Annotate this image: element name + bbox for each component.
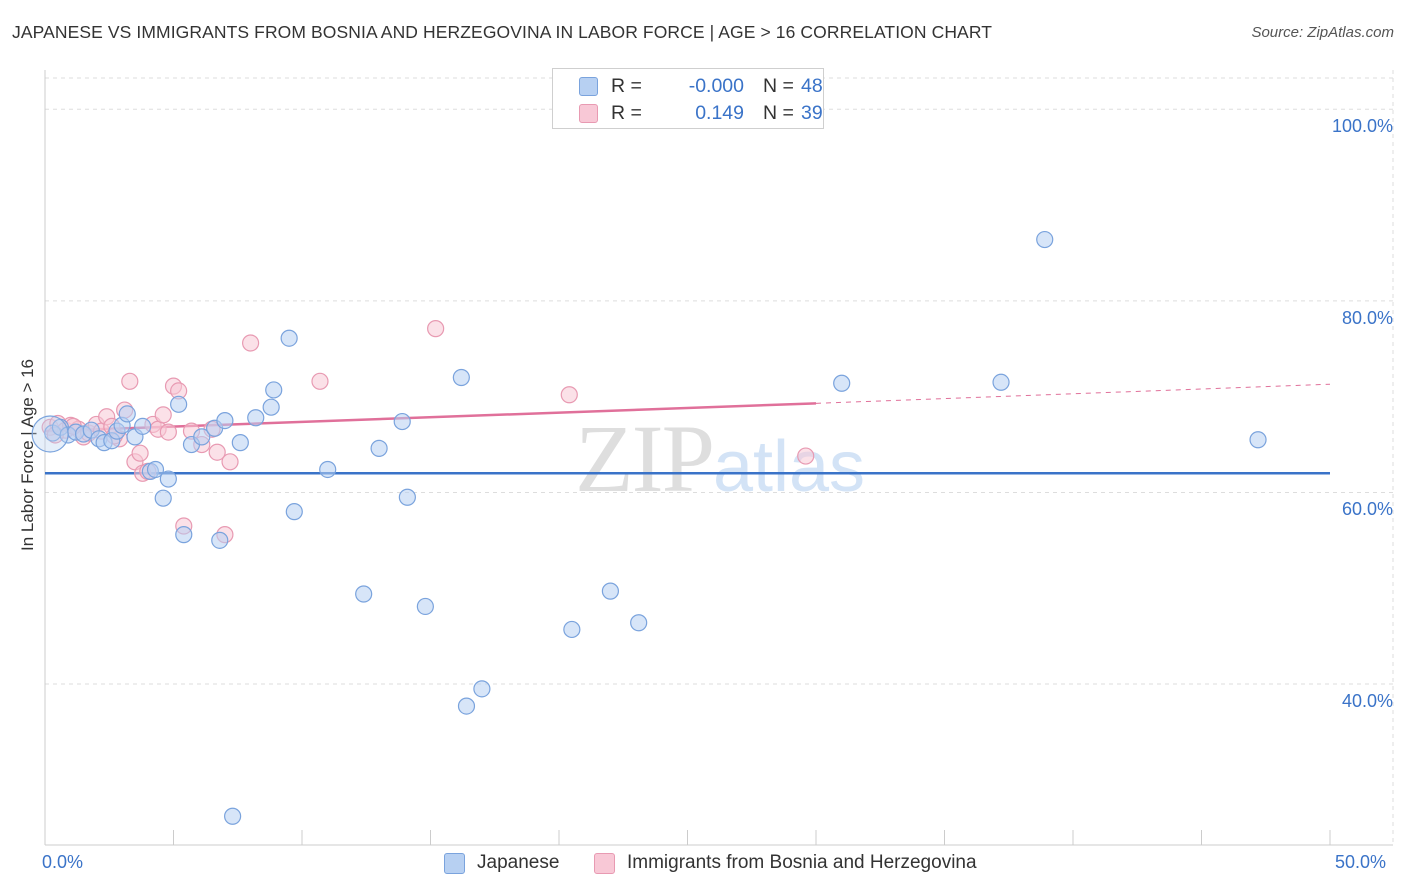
bottom-legend-swatch-bosnia: [594, 853, 615, 874]
y-tick-label: 80.0%: [1341, 307, 1393, 328]
point-japanese: [146, 460, 165, 479]
legend-r-value: -0.000: [688, 75, 744, 97]
point-bosnia: [797, 447, 815, 465]
point-japanese: [473, 680, 491, 698]
source-credit: Source: ZipAtlas.com: [1251, 24, 1394, 41]
legend-n-label: N =: [763, 102, 794, 124]
bottom-legend-label-japanese: Japanese: [477, 852, 560, 873]
point-japanese: [193, 428, 211, 446]
point-japanese: [319, 460, 337, 479]
point-japanese: [262, 398, 280, 416]
legend-n-value: 48: [801, 75, 823, 97]
point-japanese: [393, 412, 411, 431]
point-japanese: [355, 585, 373, 603]
legend-r-label: R =: [611, 75, 642, 97]
point-japanese: [416, 597, 434, 616]
point-japanese: [398, 488, 416, 506]
point-bosnia: [311, 372, 329, 390]
watermark: ZIPatlas: [575, 405, 865, 512]
point-japanese: [370, 439, 388, 457]
grid-lines: [45, 70, 1394, 845]
x-tick-label-max: 50.0%: [1335, 852, 1387, 872]
chart-title: JAPANESE VS IMMIGRANTS FROM BOSNIA AND H…: [12, 22, 993, 42]
point-japanese: [159, 470, 177, 488]
legend-n-value: 39: [801, 102, 823, 124]
trend-line-bosnia-extension: [815, 383, 1331, 404]
point-japanese: [247, 409, 265, 427]
point-bosnia: [121, 372, 139, 390]
y-tick-label: 40.0%: [1341, 691, 1393, 712]
y-tick-label: 60.0%: [1341, 499, 1393, 520]
point-japanese: [231, 434, 249, 452]
point-japanese: [452, 368, 470, 387]
y-tick-label: 100.0%: [1331, 116, 1393, 137]
point-japanese: [601, 582, 620, 600]
point-japanese: [211, 531, 229, 549]
legend-swatch-bosnia: [579, 104, 598, 123]
point-japanese: [563, 620, 581, 639]
legend-r-value: 0.149: [695, 102, 744, 124]
point-bosnia: [242, 334, 260, 352]
point-japanese: [265, 381, 283, 399]
bottom-legend-label-bosnia: Immigrants from Bosnia and Herzegovina: [627, 852, 977, 873]
point-bosnia: [154, 406, 172, 424]
point-bosnia: [221, 453, 239, 471]
point-japanese: [457, 697, 476, 715]
watermark-atlas: atlas: [713, 427, 865, 507]
point-japanese-cluster: [31, 415, 69, 453]
point-bosnia: [131, 444, 149, 462]
point-japanese: [170, 395, 188, 413]
data-points: [31, 230, 1267, 825]
watermark-zip: ZIP: [575, 405, 713, 512]
point-japanese: [118, 405, 136, 423]
point-bosnia: [159, 423, 177, 441]
axes: [44, 70, 1393, 846]
point-japanese: [224, 807, 242, 825]
point-japanese: [992, 373, 1010, 391]
point-japanese: [1249, 431, 1267, 449]
legend-r-label: R =: [611, 102, 642, 124]
point-bosnia: [208, 443, 226, 461]
bottom-legend-swatch-japanese: [444, 853, 465, 874]
legend-n-label: N =: [763, 75, 794, 97]
point-japanese: [630, 614, 648, 632]
point-japanese: [1036, 230, 1054, 249]
point-japanese: [833, 374, 851, 392]
point-japanese: [175, 526, 193, 544]
correlation-legend: R = -0.000 N = 48 R = 0.149 N = 39: [552, 68, 824, 129]
point-japanese: [216, 412, 234, 430]
point-japanese: [134, 417, 152, 435]
point-japanese: [285, 503, 303, 521]
point-bosnia: [560, 386, 578, 404]
point-bosnia: [427, 320, 445, 338]
point-japanese: [154, 489, 172, 507]
x-tick-label-min: 0.0%: [42, 852, 84, 872]
point-japanese: [280, 329, 298, 347]
legend-swatch-japanese: [579, 77, 598, 96]
